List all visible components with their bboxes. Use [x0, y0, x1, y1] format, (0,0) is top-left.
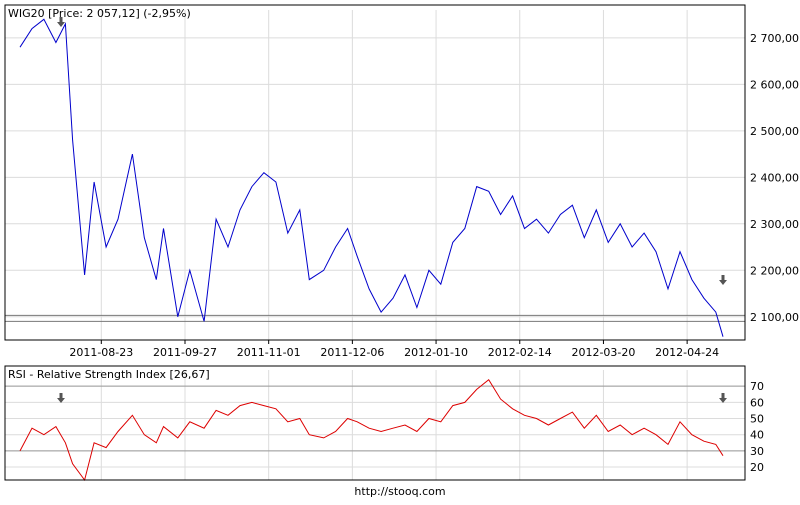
y-tick-label: 60 [750, 396, 764, 409]
y-tick-label: 50 [750, 413, 764, 426]
x-tick-label: 2011-12-06 [320, 346, 384, 359]
price-series-line [19, 18, 724, 337]
date-x-axis: 2011-08-23 2011-09-27 2011-11-01 2011-12-06… [69, 340, 719, 359]
down-arrow-icon [719, 393, 727, 403]
y-tick-label: 2 500,00 [750, 125, 799, 138]
rsi-y-axis: 20 30 40 50 60 70 [750, 380, 764, 474]
x-tick-label: 2012-04-24 [655, 346, 719, 359]
down-arrow-icon [719, 275, 727, 285]
rsi-series-line [19, 378, 724, 482]
rsi-frame [4, 365, 746, 481]
y-tick-label: 2 600,00 [750, 78, 799, 91]
down-arrow-icon [57, 17, 65, 27]
y-tick-label: 2 700,00 [750, 32, 799, 45]
down-arrow-icon [57, 393, 65, 403]
price-grid [5, 10, 745, 340]
y-tick-label: 30 [750, 445, 764, 458]
x-tick-label: 2011-08-23 [69, 346, 133, 359]
y-tick-label: 40 [750, 429, 764, 442]
x-tick-label: 2012-02-14 [488, 346, 552, 359]
price-frame [4, 4, 746, 341]
x-tick-label: 2012-03-20 [571, 346, 635, 359]
y-tick-label: 20 [750, 461, 764, 474]
x-tick-label: 2012-01-10 [404, 346, 468, 359]
y-tick-label: 2 100,00 [750, 311, 799, 324]
price-panel: WIG20 [Price: 2 057,12] (-2,95%) 2 100,0… [4, 4, 799, 359]
rsi-reference-lines [5, 385, 745, 452]
rsi-chart-title: RSI - Relative Strength Index [26,67] [8, 368, 210, 381]
footer-url: http://stooq.com [354, 485, 445, 498]
y-tick-label: 2 200,00 [750, 264, 799, 277]
y-tick-label: 70 [750, 380, 764, 393]
price-y-axis: 2 100,00 2 200,00 2 300,00 2 400,00 2 500,00… [750, 32, 799, 324]
x-tick-label: 2011-09-27 [153, 346, 217, 359]
y-tick-label: 2 300,00 [750, 218, 799, 231]
rsi-panel: RSI - Relative Strength Index [26,67] 20… [4, 365, 764, 482]
price-chart-title: WIG20 [Price: 2 057,12] (-2,95%) [8, 7, 191, 20]
price-reference-lines [5, 314, 745, 322]
y-tick-label: 2 400,00 [750, 171, 799, 184]
x-tick-label: 2011-11-01 [237, 346, 301, 359]
